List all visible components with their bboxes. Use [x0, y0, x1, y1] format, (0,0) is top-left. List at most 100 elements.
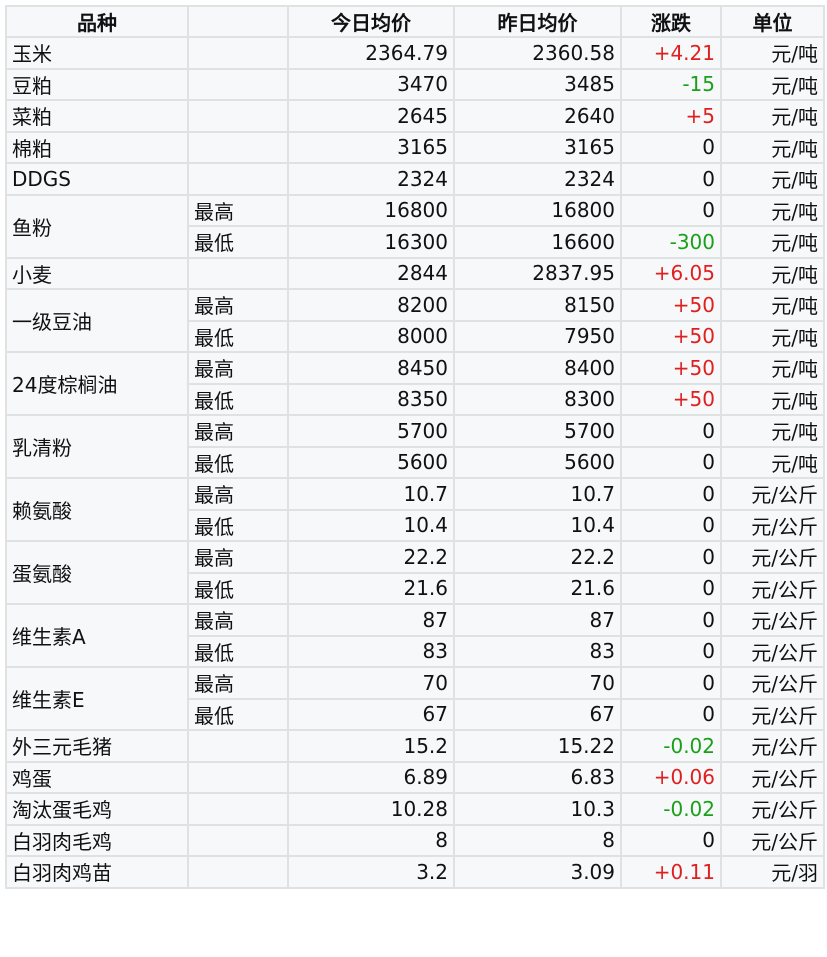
unit: 元/公斤 — [720, 760, 825, 794]
today-price: 3470 — [287, 67, 455, 101]
today-price: 8450 — [287, 351, 455, 385]
table-row: 维生素E 最高 70 70 0 元/公斤 — [5, 666, 825, 731]
sub-type — [187, 760, 289, 794]
unit: 元/吨 — [720, 351, 825, 385]
sub-type: 最高 — [187, 414, 289, 448]
today-price: 70 — [287, 666, 455, 700]
table-row: 淘汰蛋毛鸡 10.28 10.3 -0.02 元/公斤 — [5, 792, 825, 826]
yesterday-price: 70 — [453, 666, 622, 700]
today-price: 2364.79 — [287, 36, 455, 70]
table-row: 最低 83 83 0 元/公斤 — [6, 634, 825, 668]
price-change: +50 — [620, 382, 722, 416]
price-change: +4.21 — [620, 36, 722, 70]
price-change: 0 — [620, 571, 722, 605]
sub-type: 最高 — [187, 477, 289, 511]
table-row: 鸡蛋 6.89 6.83 +0.06 元/公斤 — [5, 760, 825, 794]
sub-type — [187, 823, 289, 857]
price-change: 0 — [620, 540, 722, 574]
table-row: 白羽肉毛鸡 8 8 0 元/公斤 — [5, 823, 825, 857]
table-row: 最低 67 67 0 元/公斤 — [6, 697, 825, 731]
table-row: 最低 8350 8300 +50 元/吨 — [6, 382, 825, 416]
sub-type — [187, 792, 289, 826]
sub-type: 最高 — [187, 351, 289, 385]
sub-type: 最高 — [187, 603, 289, 637]
yesterday-price: 3165 — [453, 130, 622, 164]
variety-name: 鸡蛋 — [5, 760, 189, 794]
yesterday-price: 2324 — [453, 162, 622, 196]
variety-name: DDGS — [5, 162, 189, 196]
price-change: 0 — [620, 445, 722, 479]
variety-name: 淘汰蛋毛鸡 — [5, 792, 189, 826]
variety-name: 24度棕榈油 — [5, 351, 189, 416]
header-unit: 单位 — [720, 5, 825, 38]
table-row: 赖氨酸 最高 10.7 10.7 0 元/公斤 — [5, 477, 825, 542]
unit: 元/吨 — [720, 36, 825, 70]
price-change: 0 — [620, 162, 722, 196]
table-row: DDGS 2324 2324 0 元/吨 — [5, 162, 825, 196]
sub-type — [187, 130, 289, 164]
variety-name: 蛋氨酸 — [5, 540, 189, 605]
sub-type — [187, 36, 289, 70]
table-row: 豆粕 3470 3485 -15 元/吨 — [5, 67, 825, 101]
unit: 元/吨 — [720, 414, 825, 448]
yesterday-price: 2360.58 — [453, 36, 622, 70]
header-variety: 品种 — [5, 5, 189, 38]
sub-type: 最低 — [187, 382, 289, 416]
sub-type — [187, 729, 289, 763]
sub-type — [187, 855, 289, 889]
table-row: 棉粕 3165 3165 0 元/吨 — [5, 130, 825, 164]
yesterday-price: 16600 — [453, 225, 622, 259]
sub-type — [187, 256, 289, 290]
unit: 元/羽 — [720, 855, 825, 889]
sub-type: 最高 — [187, 540, 289, 574]
yesterday-price: 21.6 — [453, 571, 622, 605]
price-change: -0.02 — [620, 729, 722, 763]
unit: 元/吨 — [720, 225, 825, 259]
variety-name: 白羽肉毛鸡 — [5, 823, 189, 857]
today-price: 67 — [287, 697, 455, 731]
unit: 元/公斤 — [720, 540, 825, 574]
table-row: 鱼粉 最高 16800 16800 0 元/吨 — [5, 193, 825, 259]
variety-name: 玉米 — [5, 36, 189, 70]
yesterday-price: 8 — [453, 823, 622, 857]
sub-type: 最低 — [187, 445, 289, 479]
sub-type: 最高 — [187, 666, 289, 700]
variety-name: 菜粕 — [5, 99, 189, 133]
today-price: 2324 — [287, 162, 455, 196]
sub-type: 最低 — [187, 634, 289, 668]
today-price: 3165 — [287, 130, 455, 164]
yesterday-price: 10.7 — [453, 477, 622, 511]
unit: 元/吨 — [720, 382, 825, 416]
variety-name: 赖氨酸 — [5, 477, 189, 542]
price-change: +50 — [620, 351, 722, 385]
price-change: +5 — [620, 99, 722, 133]
yesterday-price: 5600 — [453, 445, 622, 479]
unit: 元/公斤 — [720, 508, 825, 542]
price-change: 0 — [620, 130, 722, 164]
header-today: 今日均价 — [287, 5, 455, 38]
yesterday-price: 15.22 — [453, 729, 622, 763]
unit: 元/吨 — [720, 99, 825, 133]
unit: 元/吨 — [720, 256, 825, 290]
today-price: 8000 — [287, 319, 455, 353]
today-price: 2844 — [287, 256, 455, 290]
yesterday-price: 8150 — [453, 288, 622, 322]
today-price: 5700 — [287, 414, 455, 448]
unit: 元/吨 — [720, 445, 825, 479]
table-row: 最低 10.4 10.4 0 元/公斤 — [6, 508, 825, 542]
today-price: 3.2 — [287, 855, 455, 889]
yesterday-price: 16800 — [453, 193, 622, 227]
price-change: 0 — [620, 666, 722, 700]
yesterday-price: 6.83 — [453, 760, 622, 794]
price-table: 品种 今日均价 昨日均价 涨跌 单位 玉米 2364.79 2360.58 +4.21… — [5, 5, 825, 889]
unit: 元/公斤 — [720, 729, 825, 763]
variety-name: 鱼粉 — [5, 193, 189, 259]
variety-name: 棉粕 — [5, 130, 189, 164]
yesterday-price: 7950 — [453, 319, 622, 353]
unit: 元/吨 — [720, 67, 825, 101]
unit: 元/吨 — [720, 319, 825, 353]
unit: 元/吨 — [720, 193, 825, 227]
table-row: 一级豆油 最高 8200 8150 +50 元/吨 — [5, 288, 825, 353]
price-change: 0 — [620, 823, 722, 857]
price-change: -300 — [620, 225, 722, 259]
